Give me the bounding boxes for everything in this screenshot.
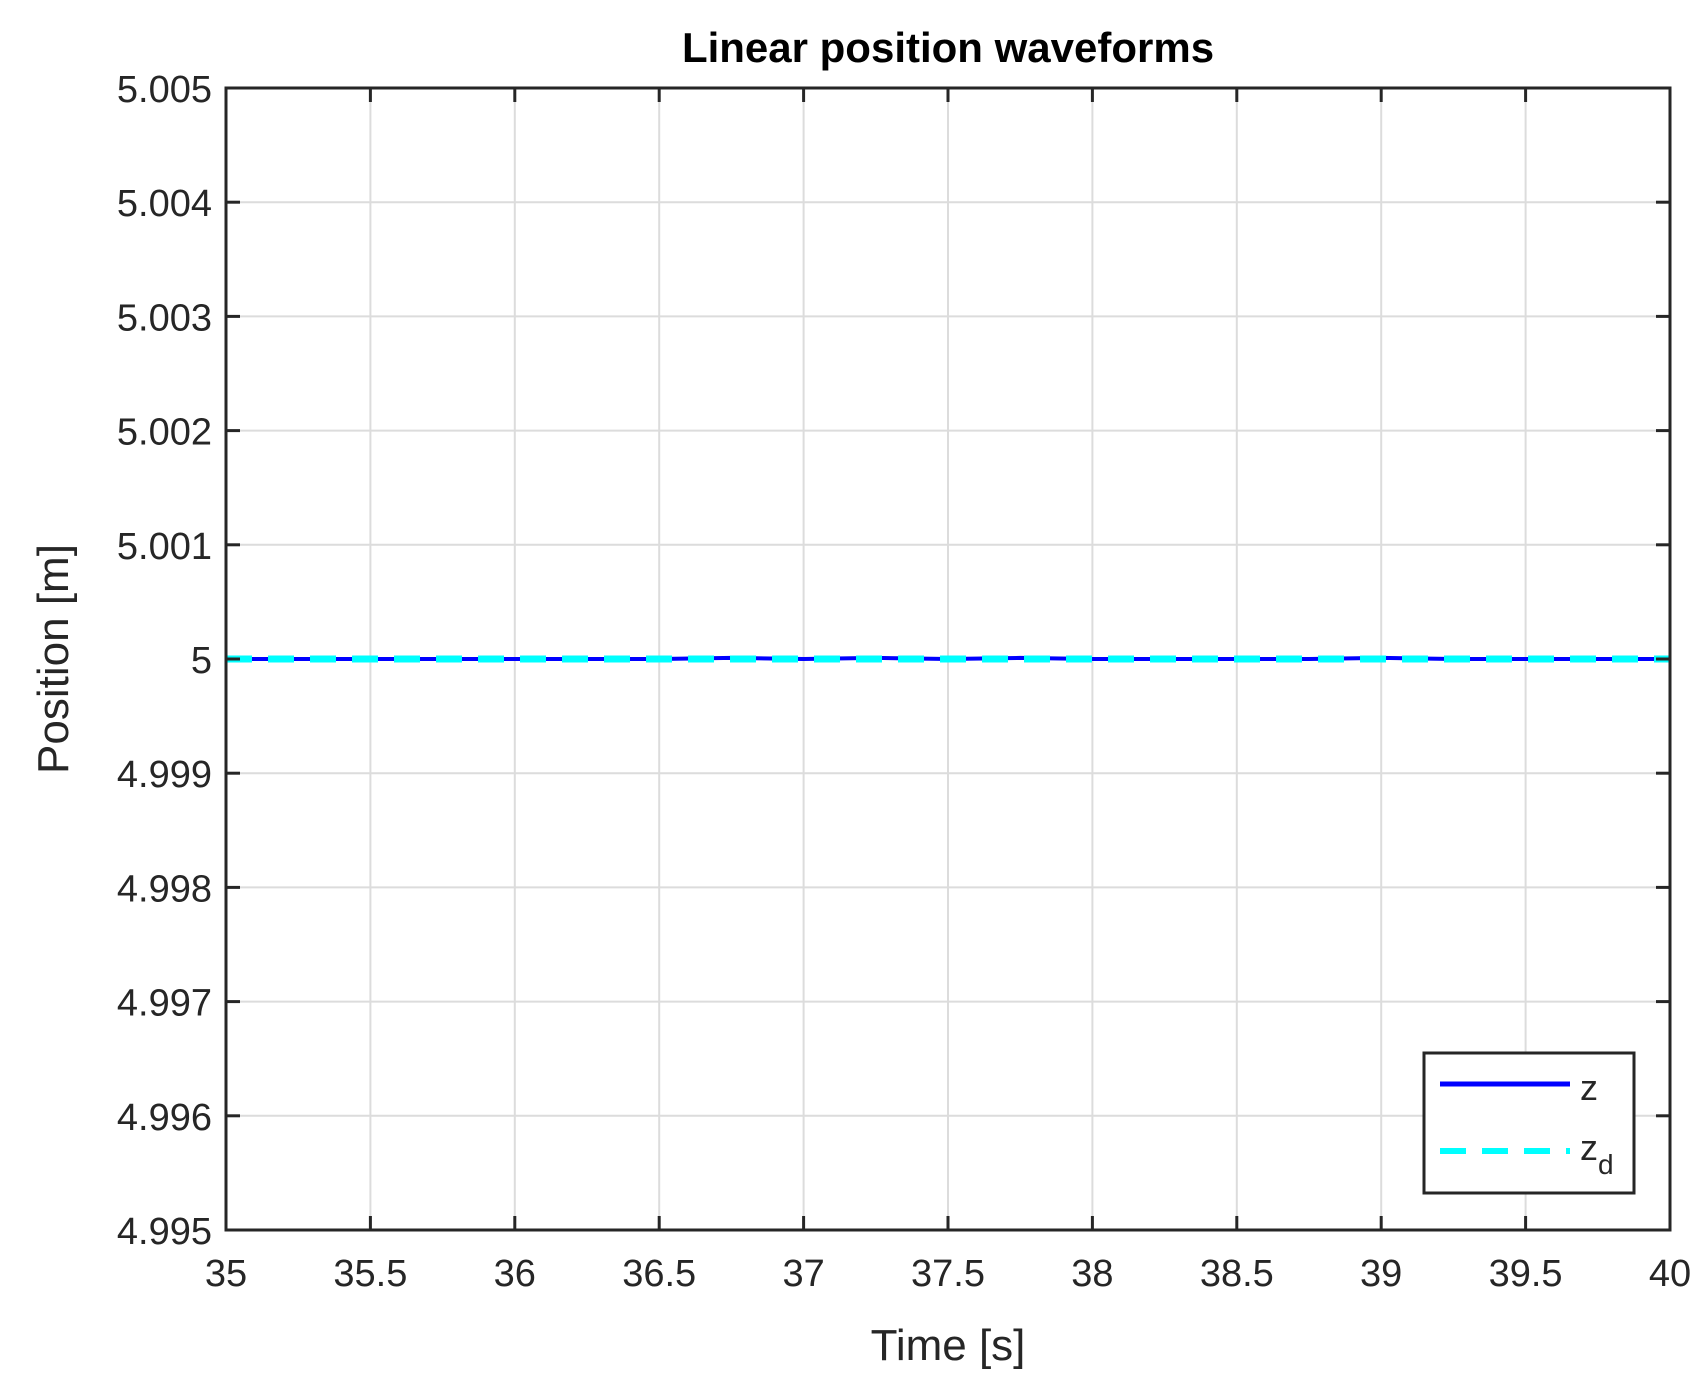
x-tick-label: 35.5 xyxy=(333,1253,407,1295)
y-tick-label: 5.004 xyxy=(117,183,212,225)
legend-label-zd: zd xyxy=(1580,1127,1614,1180)
y-tick-label: 5.002 xyxy=(117,412,212,454)
y-tick-label: 5.001 xyxy=(117,526,212,568)
legend-label-zd-main: z xyxy=(1580,1127,1598,1168)
y-tick-label: 5 xyxy=(191,640,212,682)
x-tick-label: 35 xyxy=(205,1253,247,1295)
series-layer xyxy=(226,655,1670,663)
y-tick-label: 4.997 xyxy=(117,983,212,1025)
x-tick-label: 38 xyxy=(1071,1253,1113,1295)
x-tick-label: 40 xyxy=(1649,1253,1691,1295)
y-tick-label: 4.998 xyxy=(117,868,212,910)
x-tick-label: 36 xyxy=(494,1253,536,1295)
x-tick-label: 37.5 xyxy=(911,1253,985,1295)
y-tick-label: 5.003 xyxy=(117,297,212,339)
y-tick-label: 4.999 xyxy=(117,754,212,796)
legend: z zd xyxy=(1422,1051,1636,1195)
y-axis-title: Position [m] xyxy=(29,544,78,774)
x-tick-label: 38.5 xyxy=(1200,1253,1274,1295)
x-tick-label: 37 xyxy=(782,1253,824,1295)
chart-title: Linear position waveforms xyxy=(682,24,1214,71)
x-tick-labels: 35 35.5 36 36.5 37 37.5 38 38.5 39 39.5 40 xyxy=(205,1253,1691,1295)
x-tick-label: 39 xyxy=(1360,1253,1402,1295)
x-tick-label: 36.5 xyxy=(622,1253,696,1295)
y-tick-label: 5.005 xyxy=(117,69,212,111)
tick-marks xyxy=(224,86,1672,1232)
y-tick-labels: 4.995 4.996 4.997 4.998 4.999 5 5.001 5.002 5.00… xyxy=(117,69,212,1253)
y-tick-label: 4.995 xyxy=(117,1211,212,1253)
y-tick-label: 4.996 xyxy=(117,1097,212,1139)
legend-box xyxy=(1422,1051,1636,1195)
x-axis-title: Time [s] xyxy=(871,1321,1026,1370)
x-tick-label: 39.5 xyxy=(1489,1253,1563,1295)
legend-label-zd-sub: d xyxy=(1598,1149,1614,1180)
legend-label-z: z xyxy=(1580,1067,1598,1108)
